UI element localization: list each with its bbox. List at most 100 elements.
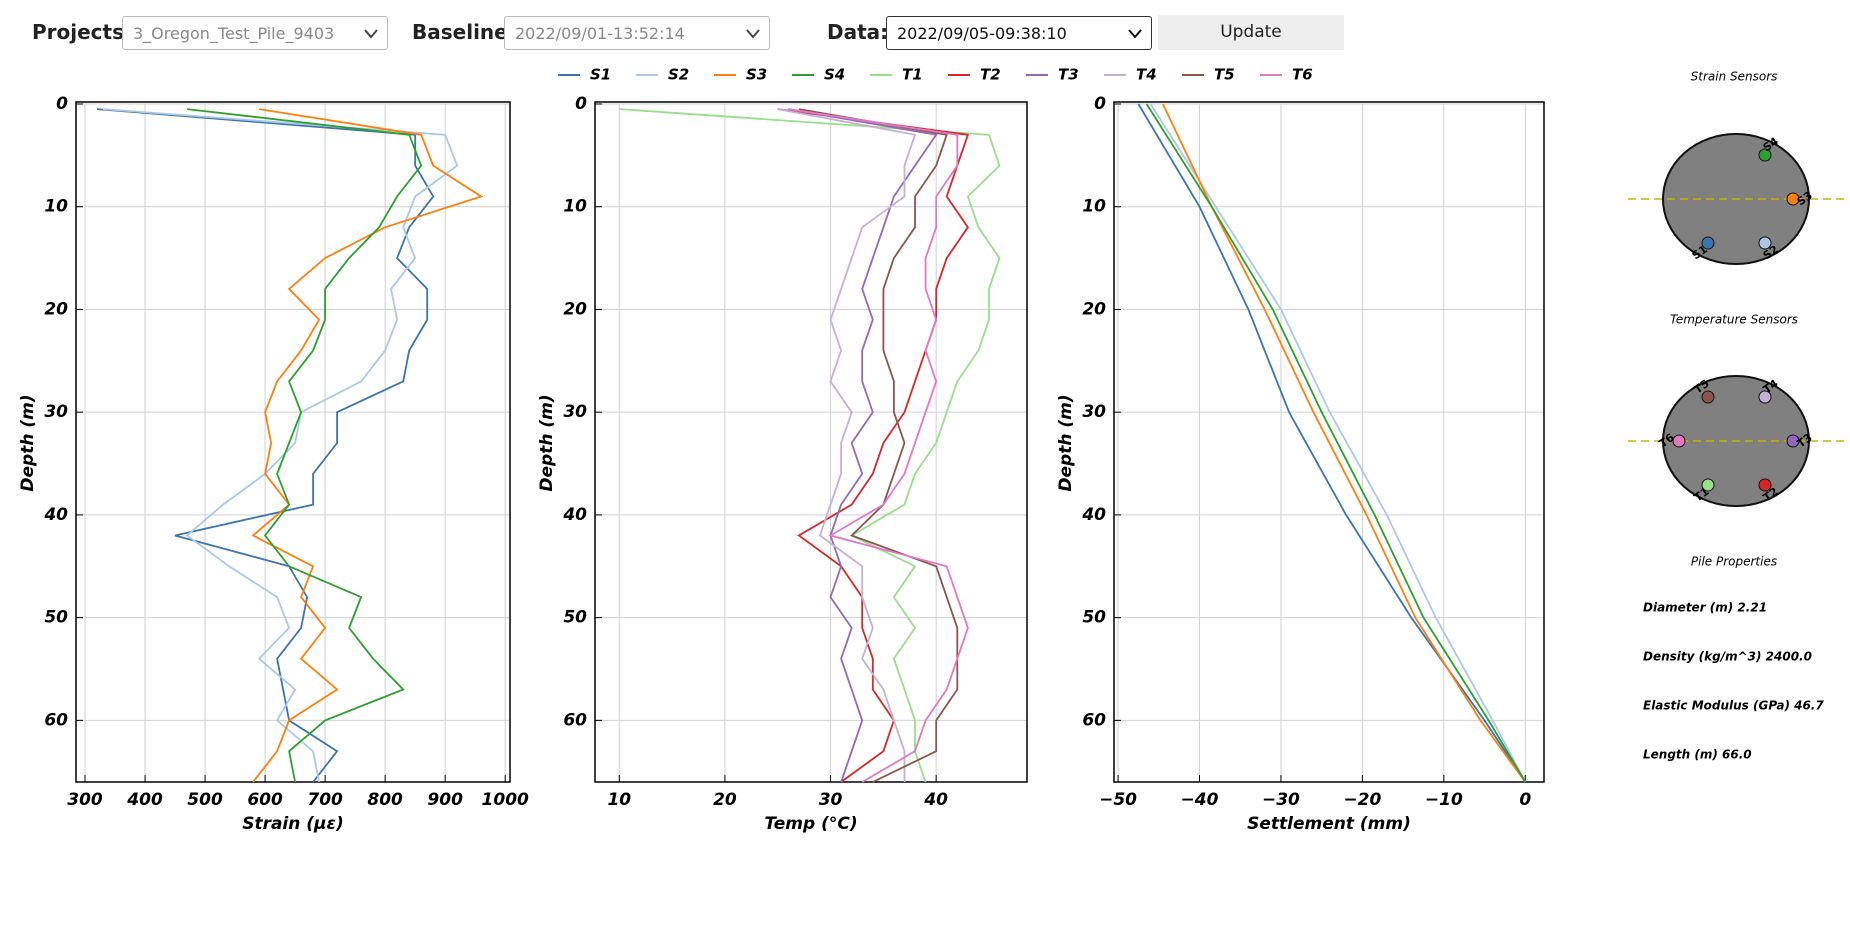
sensor — [1701, 390, 1715, 404]
update-button[interactable]: Update — [1158, 15, 1344, 50]
y-axis-label: Depth (m) — [537, 394, 557, 491]
property: Diameter (m) 2.21 — [1643, 601, 1767, 615]
series-line — [186, 108, 423, 783]
sensor — [1786, 434, 1800, 448]
legend-label: T1 — [902, 66, 923, 84]
legend-label: S3 — [746, 66, 767, 84]
series-line — [251, 108, 484, 783]
sensor — [1672, 434, 1686, 448]
series-line — [102, 108, 459, 783]
chevron — [1128, 29, 1142, 39]
y-axis-label: Depth (m) — [1056, 394, 1076, 491]
series-line — [777, 108, 970, 783]
x-tick-label: 800 — [367, 790, 403, 810]
legend-label: S2 — [668, 66, 689, 84]
sensor — [1701, 478, 1715, 492]
baseline-select[interactable]: 2022/09/01-13:52:14 — [504, 16, 770, 50]
y-tick-label: 30 — [44, 402, 68, 422]
x-tick-label: 0 — [1519, 790, 1531, 810]
x-tick-label: 300 — [67, 790, 103, 810]
sensor — [1701, 236, 1715, 250]
y-tick-label: 60 — [44, 710, 68, 730]
panel-title: Pile Properties — [1691, 555, 1777, 569]
property: Length (m) 66.0 — [1643, 748, 1752, 762]
y-tick-label: 40 — [43, 505, 68, 525]
legend-label: S4 — [824, 66, 845, 84]
y-tick-label: 20 — [1082, 299, 1106, 319]
series-line — [1149, 103, 1527, 783]
sensor — [1758, 148, 1772, 162]
y-tick-label: 30 — [1082, 402, 1106, 422]
sensor — [1786, 192, 1800, 206]
x-tick-label: 20 — [713, 790, 737, 810]
x-axis-label: Temp (°C) — [764, 814, 857, 834]
legend-label: T5 — [1214, 66, 1235, 84]
x-axis-label: Strain (με) — [242, 814, 344, 834]
legend-label: T2 — [980, 66, 1001, 84]
x-tick-label: 10 — [607, 790, 631, 810]
x-tick-label: 30 — [819, 790, 843, 810]
legend-label: S1 — [590, 66, 611, 84]
y-tick-label: 20 — [563, 299, 587, 319]
legend-label: T4 — [1136, 66, 1157, 84]
property: Elastic Modulus (GPa) 46.7 — [1643, 699, 1824, 713]
series-line — [788, 108, 938, 783]
label: Projects: — [32, 20, 132, 44]
value: 2022/09/01-13:52:14 — [515, 24, 685, 43]
x-tick-label: 500 — [187, 790, 223, 810]
x-tick-label: 700 — [307, 790, 343, 810]
y-axis-label: Depth (m) — [18, 394, 38, 491]
panel-title: Strain Sensors — [1691, 70, 1778, 84]
y-tick-label: 10 — [563, 197, 587, 217]
y-tick-label: 0 — [56, 94, 68, 114]
data-select[interactable]: 2022/09/05-09:38:10 — [886, 16, 1152, 50]
y-tick-label: 30 — [563, 402, 587, 422]
chevron — [746, 29, 760, 39]
x-tick-label: −40 — [1181, 790, 1219, 810]
y-tick-label: 60 — [563, 710, 587, 730]
series-line — [798, 108, 959, 783]
plot-frame — [594, 101, 1028, 783]
x-tick-label: 600 — [247, 790, 283, 810]
legend-label: T6 — [1292, 66, 1313, 84]
series-line — [1145, 103, 1527, 783]
y-tick-label: 50 — [44, 608, 68, 628]
y-tick-label: 10 — [44, 197, 68, 217]
panel-title: Temperature Sensors — [1670, 313, 1798, 327]
plot-frame — [75, 101, 511, 783]
y-tick-label: 0 — [1094, 94, 1106, 114]
series-line — [1162, 103, 1527, 783]
x-tick-label: 40 — [923, 790, 948, 810]
sensor — [1758, 236, 1772, 250]
series-line — [619, 108, 1001, 783]
x-tick-label: 1000 — [482, 790, 529, 810]
x-tick-label: −10 — [1425, 790, 1463, 810]
y-tick-label: 50 — [563, 608, 587, 628]
y-tick-label: 50 — [1082, 608, 1106, 628]
label: Baseline: — [412, 20, 516, 44]
y-tick-label: 0 — [575, 94, 587, 114]
x-tick-label: −20 — [1343, 790, 1381, 810]
y-tick-label: 40 — [1081, 505, 1106, 525]
legend-label: T3 — [1058, 66, 1079, 84]
series-line — [777, 108, 917, 782]
y-tick-label: 10 — [1082, 197, 1106, 217]
x-tick-label: −30 — [1262, 790, 1300, 810]
y-tick-label: 60 — [1082, 710, 1106, 730]
y-tick-label: 20 — [44, 299, 68, 319]
x-tick-label: −50 — [1099, 790, 1137, 810]
sensor — [1758, 478, 1772, 492]
value: 3_Oregon_Test_Pile_9403 — [133, 24, 335, 43]
plot-frame — [1113, 101, 1545, 783]
value: 2022/09/05-09:38:10 — [897, 24, 1067, 43]
sensor — [1758, 390, 1772, 404]
project-select[interactable]: 3_Oregon_Test_Pile_9403 — [122, 16, 388, 50]
property: Density (kg/m^3) 2400.0 — [1643, 650, 1812, 664]
x-tick-label: 400 — [126, 790, 163, 810]
series-line — [1137, 103, 1527, 783]
x-axis-label: Settlement (mm) — [1247, 814, 1411, 834]
x-tick-label: 900 — [427, 790, 463, 810]
y-tick-label: 40 — [562, 505, 587, 525]
